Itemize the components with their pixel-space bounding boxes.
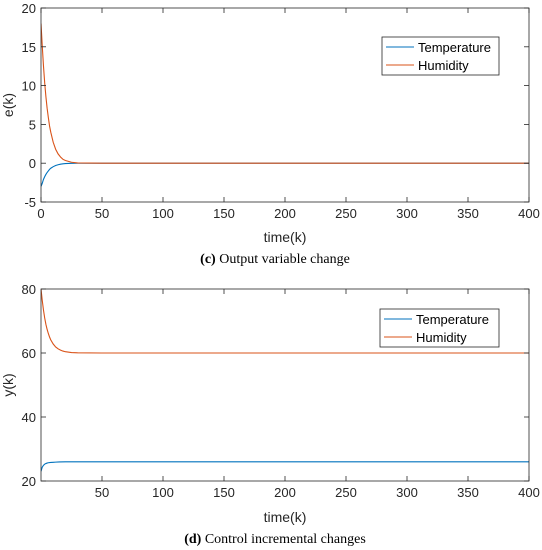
x-axis-label: time(k) — [264, 509, 307, 525]
legend-box — [379, 308, 500, 348]
y-tick-label: 0 — [29, 156, 36, 171]
legend-label-humidity: Humidity — [416, 330, 467, 345]
x-tick-label: 0 — [37, 206, 44, 221]
x-tick-label: 300 — [396, 206, 418, 221]
x-tick-label: 100 — [152, 485, 174, 500]
caption-body: Output variable change — [216, 252, 350, 267]
caption-letter: (d) — [184, 532, 201, 547]
legend: Temperature Humidity — [379, 308, 500, 348]
series-line-temperature — [41, 461, 529, 472]
x-tick-label: 150 — [213, 485, 235, 500]
chart-0: 0 50 100 150 200 250 300 350 400-505101520time(k… — [0, 1, 540, 267]
x-tick-label: 50 — [95, 206, 109, 221]
figure-caption: (d) Control incremental changes — [184, 532, 366, 547]
figure-caption: (c) Output variable change — [200, 252, 350, 267]
y-tick-label: 5 — [29, 117, 36, 132]
chart-1: 50 100 150 200 250 300 350 400 20 40 60 80 time(k) y(… — [0, 282, 540, 547]
x-tick-label: 100 — [152, 206, 174, 221]
x-tick-label: 300 — [396, 485, 418, 500]
legend-label-humidity: Humidity — [418, 58, 469, 73]
series-line-humidity — [41, 23, 529, 164]
x-tick-label: 400 — [518, 206, 540, 221]
x-tick-label: 200 — [274, 485, 296, 500]
y-tick-label: 20 — [22, 1, 36, 16]
x-tick-label: 200 — [274, 206, 296, 221]
legend-box — [381, 36, 500, 76]
y-tick-label: 20 — [22, 474, 36, 489]
y-axis-label: e(k) — [0, 93, 16, 117]
y-tick-label: 40 — [22, 410, 36, 425]
y-tick-label: -5 — [24, 195, 36, 210]
x-tick-label: 350 — [457, 206, 479, 221]
y-tick-label: 80 — [22, 282, 36, 297]
series-line-humidity — [41, 289, 529, 354]
y-tick-label: 10 — [22, 79, 36, 94]
x-tick-label: 50 — [95, 485, 109, 500]
legend: Temperature Humidity — [381, 36, 500, 76]
y-tick-label: 15 — [22, 40, 36, 55]
x-axis-label: time(k) — [264, 229, 307, 245]
caption-letter: (c) — [200, 252, 216, 267]
legend-label-temperature: Temperature — [418, 40, 491, 55]
y-axis-label: y(k) — [0, 373, 16, 396]
x-tick-label: 250 — [335, 485, 357, 500]
x-tick-label: 350 — [457, 485, 479, 500]
x-tick-label: 400 — [518, 485, 540, 500]
legend-label-temperature: Temperature — [416, 312, 489, 327]
caption-body: Control incremental changes — [201, 532, 365, 547]
x-tick-label: 150 — [213, 206, 235, 221]
x-tick-label: 250 — [335, 206, 357, 221]
y-tick-label: 60 — [22, 346, 36, 361]
